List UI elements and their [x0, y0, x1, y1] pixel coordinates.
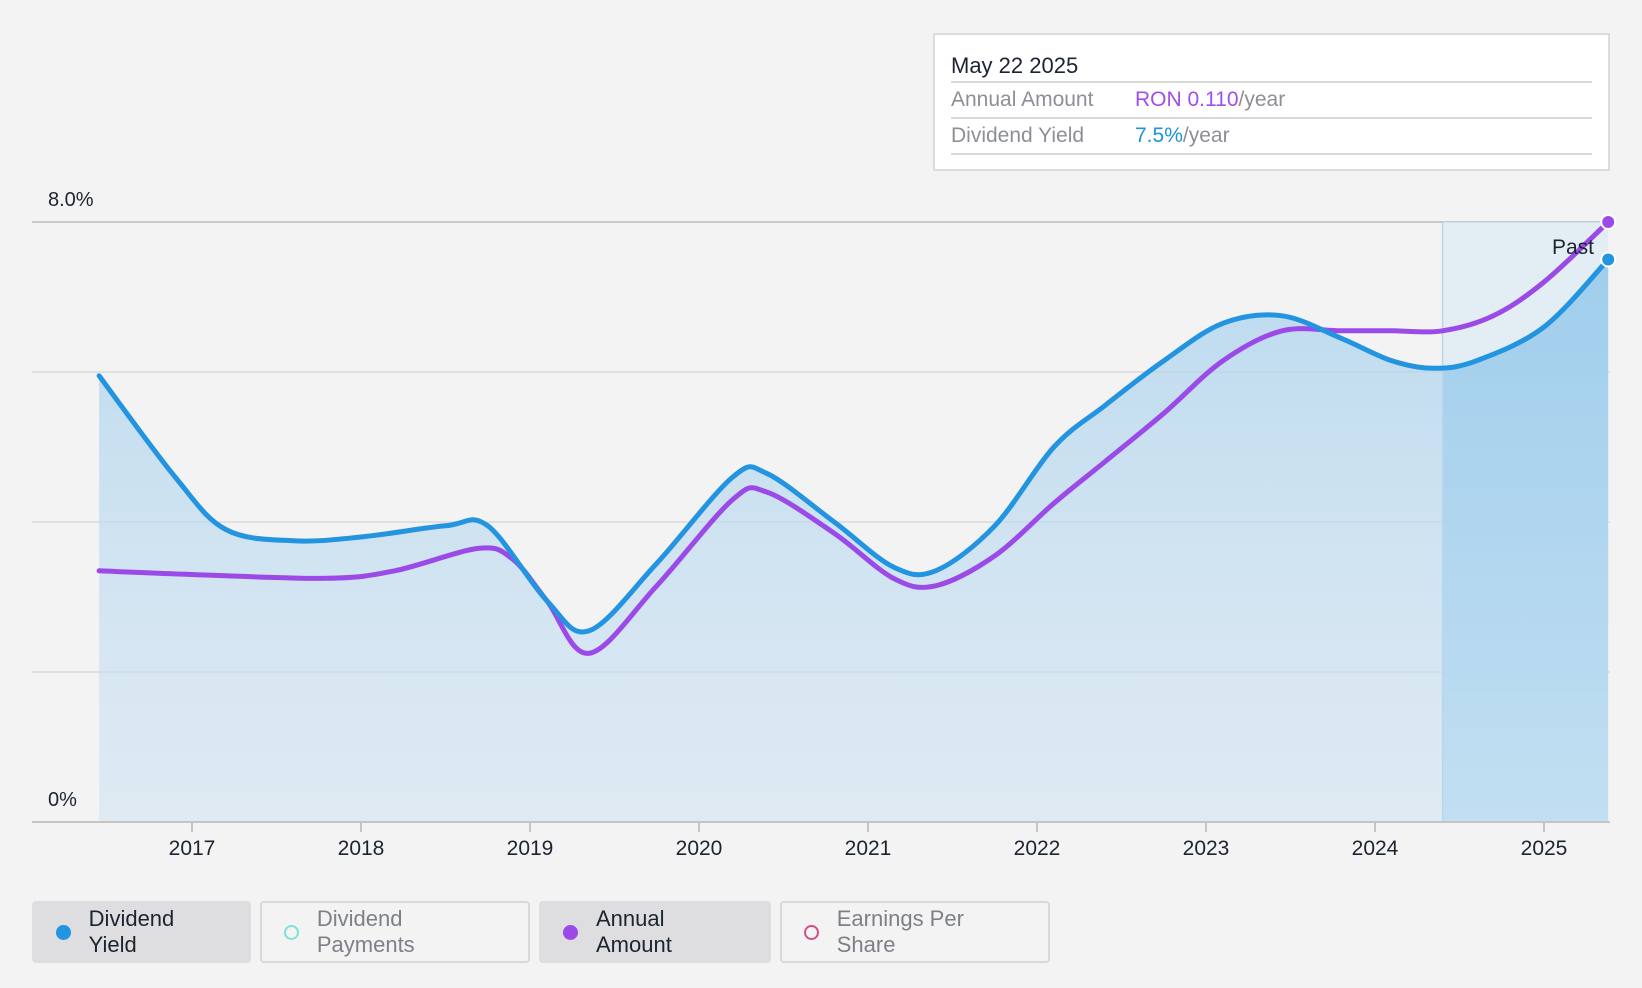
legend-label: Earnings Per Share [836, 906, 964, 957]
past-region-area [1442, 259, 1609, 822]
ring-icon [804, 924, 819, 940]
legend-label: Dividend Yield [88, 906, 175, 957]
dividend-chart: 2017 2018 2019 2020 2021 2022 2023 2024 2025 0% 8.… [32, 189, 1617, 860]
x-tick-label: 2022 [1014, 837, 1061, 860]
tooltip-date: May 22 2025 [951, 53, 1079, 78]
legend: Dividend Yield Dividend Payments Annual … [32, 901, 1059, 963]
x-tick-label: 2021 [845, 837, 892, 860]
legend-button-annual-amount[interactable]: Annual Amount [539, 901, 771, 963]
tooltip-panel: May 22 2025 Annual Amount RON 0.110 /yea… [933, 33, 1610, 171]
legend-button-earnings-per-share[interactable]: Earnings Per Share [780, 901, 1050, 963]
x-tick-label: 2024 [1352, 837, 1399, 860]
tooltip-unit: /year [1238, 88, 1286, 111]
tooltip-label: Annual Amount [951, 88, 1094, 111]
tooltip-unit: /year [1182, 124, 1230, 147]
x-tick-label: 2018 [338, 837, 385, 860]
y-tick-label: 8.0% [48, 189, 94, 211]
tooltip-row-dividend-yield: Dividend Yield 7.5% /year [951, 117, 1592, 155]
legend-label: Annual Amount [595, 906, 672, 957]
x-tick-label: 2020 [676, 837, 723, 860]
legend-button-dividend-yield[interactable]: Dividend Yield [32, 901, 251, 963]
x-tick-label: 2017 [169, 837, 216, 860]
x-tick-label: 2025 [1521, 837, 1568, 860]
x-tick-label: 2023 [1183, 837, 1230, 860]
dividend-yield-line [96, 257, 1611, 635]
legend-label: Dividend Payments [316, 906, 415, 957]
x-tick-label: 2019 [507, 837, 554, 860]
dot-icon [56, 924, 71, 940]
ring-icon [284, 924, 299, 940]
annual-amount-end-point [1600, 214, 1617, 230]
y-tick-label: 0% [48, 789, 77, 811]
dividend-yield-end-point [1600, 251, 1617, 268]
dot-icon [563, 924, 578, 940]
tooltip-value: RON 0.110 [1135, 88, 1239, 111]
tooltip-label: Dividend Yield [951, 124, 1085, 147]
legend-button-dividend-payments[interactable]: Dividend Payments [260, 901, 530, 963]
annual-amount-line [96, 219, 1611, 656]
past-label: Past [1552, 236, 1594, 259]
tooltip-row-annual-amount: Annual Amount RON 0.110 /year [951, 81, 1592, 117]
tooltip-value: 7.5% [1135, 124, 1183, 147]
